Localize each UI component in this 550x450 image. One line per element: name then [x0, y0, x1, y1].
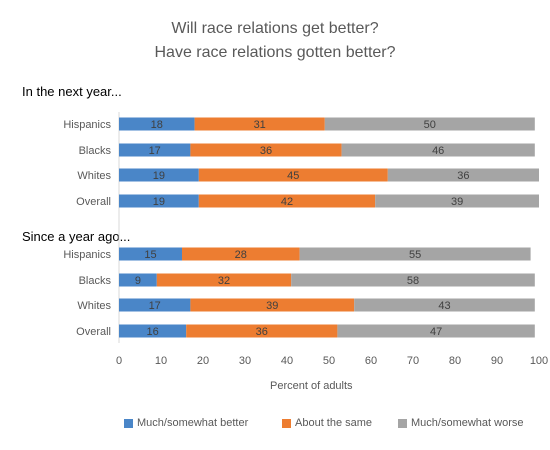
category-label: Hispanics	[63, 119, 111, 131]
data-label: 39	[266, 300, 278, 312]
x-tick-label: 100	[530, 355, 548, 367]
category-label: Overall	[76, 196, 111, 208]
category-label: Blacks	[79, 275, 112, 287]
data-label: 55	[409, 249, 421, 261]
legend-label-better: Much/somewhat better	[137, 417, 249, 429]
bar-segment	[190, 143, 342, 157]
data-label: 47	[430, 326, 442, 338]
bar-segment	[186, 324, 338, 338]
bar-segment	[119, 247, 182, 261]
chart-title-line-1: Will race relations get better?	[171, 20, 379, 37]
bar-segment	[119, 117, 195, 131]
data-label: 19	[153, 196, 165, 208]
legend-label-same: About the same	[295, 417, 373, 429]
x-tick-label: 0	[116, 355, 122, 367]
x-tick-label: 20	[197, 355, 209, 367]
x-tick-label: 40	[281, 355, 293, 367]
data-label: 46	[432, 145, 444, 157]
bar-segment	[156, 273, 292, 287]
bar-segment	[119, 324, 187, 338]
data-label: 28	[235, 249, 247, 261]
data-label: 45	[287, 170, 299, 182]
data-label: 39	[451, 196, 463, 208]
data-label: 9	[135, 275, 141, 287]
bar-segment	[119, 143, 191, 157]
data-label: 36	[457, 170, 469, 182]
data-label: 43	[438, 300, 450, 312]
data-label: 32	[218, 275, 230, 287]
category-label: Whites	[77, 300, 111, 312]
data-label: 58	[407, 275, 419, 287]
x-tick-label: 90	[491, 355, 503, 367]
group-label-next-year: In the next year...	[22, 84, 122, 99]
x-tick-label: 80	[449, 355, 461, 367]
data-label: 18	[151, 119, 163, 131]
x-axis-label: Percent of adults	[270, 380, 353, 392]
x-tick-label: 50	[323, 355, 335, 367]
bar-segment	[299, 247, 531, 261]
bar-segment	[194, 117, 325, 131]
legend-item-better: Much/somewhat better	[124, 417, 248, 429]
legend-swatch-same	[282, 418, 291, 428]
data-label: 42	[281, 196, 293, 208]
data-label: 16	[146, 326, 158, 338]
legend-label-worse: Much/somewhat worse	[411, 417, 524, 429]
bar-segment	[198, 168, 388, 182]
group-label-since-year-ago: Since a year ago...	[22, 229, 131, 244]
data-label: 19	[153, 170, 165, 182]
bar-segment	[119, 168, 199, 182]
category-label: Overall	[76, 326, 111, 338]
data-label: 15	[144, 249, 156, 261]
bar-segment	[337, 324, 535, 338]
legend-item-same: About the same	[282, 417, 372, 429]
bar-segment	[341, 143, 535, 157]
legend-swatch-better	[124, 418, 133, 428]
bar-segment	[119, 298, 191, 312]
x-tick-label: 10	[155, 355, 167, 367]
bar-segment	[119, 194, 199, 208]
category-label: Hispanics	[63, 249, 111, 261]
data-label: 36	[260, 145, 272, 157]
x-tick-label: 70	[407, 355, 419, 367]
x-tick-label: 60	[365, 355, 377, 367]
data-label: 17	[149, 300, 161, 312]
bar-segment	[354, 298, 535, 312]
data-label: 17	[149, 145, 161, 157]
data-label: 50	[424, 119, 436, 131]
bar-segment	[182, 247, 300, 261]
bar-segment	[291, 273, 535, 287]
category-label: Blacks	[79, 145, 112, 157]
bar-segment	[387, 168, 539, 182]
x-tick-label: 30	[239, 355, 251, 367]
bar-segment	[375, 194, 539, 208]
bar-segment	[190, 298, 355, 312]
bar-segment	[198, 194, 376, 208]
chart-title-line-2: Have race relations gotten better?	[154, 44, 396, 61]
bar-segment	[119, 273, 157, 287]
data-label: 36	[256, 326, 268, 338]
bar-segment	[324, 117, 535, 131]
legend-item-worse: Much/somewhat worse	[398, 417, 524, 429]
category-label: Whites	[77, 170, 111, 182]
data-label: 31	[254, 119, 266, 131]
legend-swatch-worse	[398, 418, 407, 428]
